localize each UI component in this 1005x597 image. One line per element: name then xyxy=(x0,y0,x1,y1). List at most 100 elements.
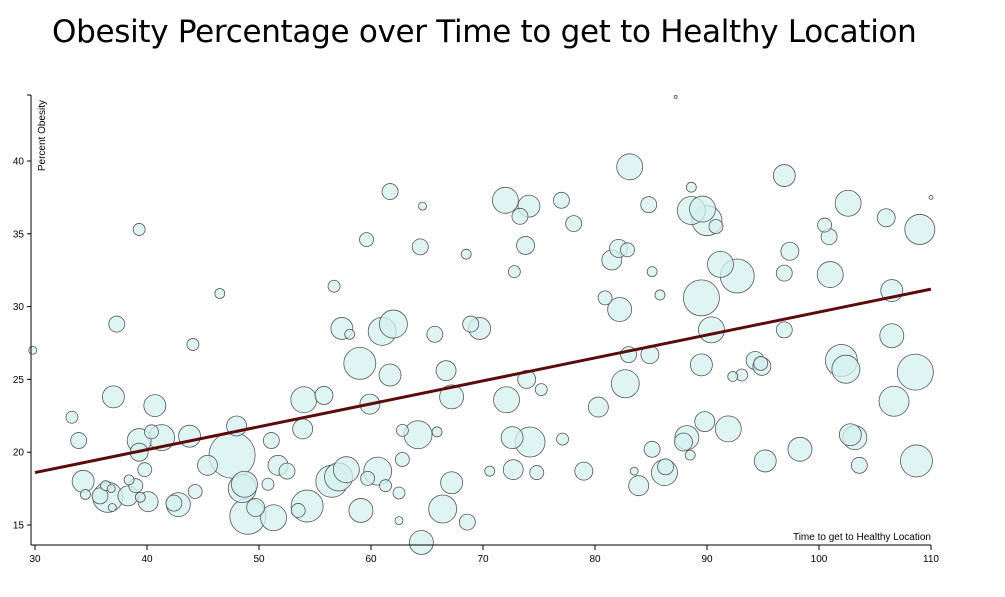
data-point xyxy=(654,289,666,301)
data-point xyxy=(187,484,203,499)
data-point xyxy=(928,194,934,200)
data-point xyxy=(643,440,661,458)
data-point xyxy=(772,164,796,187)
data-point xyxy=(607,297,633,322)
data-point xyxy=(493,386,520,414)
x-tick-label: 110 xyxy=(923,554,939,565)
data-point xyxy=(834,189,862,217)
data-point xyxy=(332,456,360,484)
data-point xyxy=(690,353,713,377)
data-point xyxy=(379,479,392,493)
data-point xyxy=(534,383,548,396)
x-tick-label: 70 xyxy=(477,554,489,565)
data-point xyxy=(214,288,226,299)
data-point xyxy=(831,354,861,384)
data-point xyxy=(753,449,777,473)
data-point xyxy=(344,328,356,340)
data-point xyxy=(348,498,374,523)
data-point xyxy=(698,316,725,344)
data-point xyxy=(394,516,404,526)
data-point xyxy=(91,487,109,505)
data-point xyxy=(314,386,334,405)
data-point xyxy=(418,201,427,211)
data-point xyxy=(378,363,402,387)
trend-line xyxy=(34,287,932,475)
data-point xyxy=(850,456,868,474)
data-point xyxy=(900,444,933,478)
data-point xyxy=(70,432,88,449)
data-point xyxy=(435,360,457,382)
data-point xyxy=(896,353,934,391)
data-point xyxy=(108,315,126,333)
x-tick-label: 50 xyxy=(253,554,265,565)
data-point xyxy=(708,219,724,234)
data-point xyxy=(403,420,433,450)
data-point xyxy=(458,513,476,531)
data-point xyxy=(394,452,410,467)
data-point xyxy=(428,494,458,524)
data-point xyxy=(657,458,674,476)
data-point xyxy=(246,498,266,517)
data-point xyxy=(556,432,569,446)
data-point xyxy=(529,465,545,480)
data-point xyxy=(439,384,465,410)
data-point xyxy=(28,345,38,355)
data-point xyxy=(628,475,650,497)
data-point xyxy=(381,183,399,200)
data-point xyxy=(694,411,716,433)
y-tick-label: 25 xyxy=(13,375,25,386)
y-axis-ticks: 15 20 25 30 35 40 xyxy=(13,94,31,532)
data-point xyxy=(106,484,116,494)
data-point xyxy=(629,466,639,476)
data-point xyxy=(359,232,374,248)
data-point xyxy=(327,279,341,293)
data-point xyxy=(876,208,896,228)
data-point xyxy=(80,489,91,500)
data-point xyxy=(516,236,535,255)
data-point xyxy=(640,196,658,214)
data-point xyxy=(610,369,640,399)
data-point xyxy=(816,261,844,288)
data-point xyxy=(620,242,635,258)
data-point xyxy=(278,462,296,480)
data-point xyxy=(878,385,910,417)
data-point xyxy=(502,459,524,481)
y-tick-label: 20 xyxy=(13,448,25,459)
data-point xyxy=(260,504,287,532)
data-point xyxy=(673,95,678,99)
y-tick-label: 30 xyxy=(13,302,25,313)
data-point xyxy=(500,426,524,450)
data-point xyxy=(780,241,800,261)
data-point xyxy=(753,355,769,371)
data-point xyxy=(683,279,720,317)
data-point xyxy=(132,223,146,236)
data-point xyxy=(134,491,146,503)
data-point xyxy=(491,186,519,214)
data-point xyxy=(165,494,183,512)
data-point xyxy=(511,207,529,225)
data-point xyxy=(343,346,377,380)
data-point xyxy=(378,309,408,339)
data-point xyxy=(689,195,716,223)
data-point xyxy=(292,418,314,440)
data-point xyxy=(707,250,734,278)
data-point xyxy=(838,423,862,447)
data-point xyxy=(392,486,406,500)
data-point xyxy=(408,530,434,555)
chart-title: Obesity Percentage over Time to get to H… xyxy=(52,14,917,50)
data-point xyxy=(290,386,318,414)
data-point xyxy=(65,410,79,424)
data-point xyxy=(290,503,306,518)
data-point xyxy=(775,264,793,282)
data-point xyxy=(879,323,905,349)
data-point xyxy=(107,503,117,512)
data-point xyxy=(616,153,644,181)
y-tick-label: 40 xyxy=(13,157,25,168)
data-point xyxy=(787,436,813,462)
data-point xyxy=(186,338,200,351)
data-point xyxy=(507,265,521,279)
x-tick-label: 40 xyxy=(141,554,153,565)
data-point xyxy=(565,215,583,233)
data-point xyxy=(426,325,444,343)
